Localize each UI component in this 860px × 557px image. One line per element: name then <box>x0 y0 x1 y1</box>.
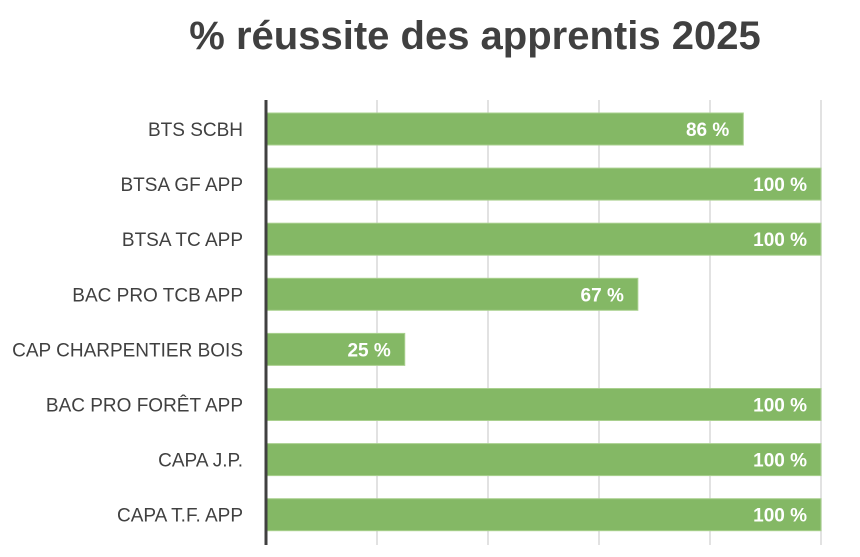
data-label: 100 % <box>753 451 807 472</box>
data-label: 86 % <box>686 120 729 141</box>
data-label: 100 % <box>753 230 807 251</box>
data-label: 67 % <box>581 285 624 306</box>
category-label: BTS SCBH <box>148 120 243 141</box>
bar <box>265 167 822 201</box>
category-label: BTSA TC APP <box>122 230 243 251</box>
category-label: CAP CHARPENTIER BOIS <box>12 340 243 361</box>
bar <box>265 443 822 477</box>
bar <box>265 332 406 366</box>
data-label: 100 % <box>753 506 807 527</box>
data-label: 100 % <box>753 175 807 196</box>
category-label: CAPA T.F. APP <box>117 506 243 527</box>
bar <box>265 222 822 256</box>
category-label: BTSA GF APP <box>121 175 244 196</box>
category-label: BAC PRO FORÊT APP <box>46 395 243 417</box>
bar <box>265 388 822 421</box>
category-label: CAPA J.P. <box>158 451 243 472</box>
chart-title: % réussite des apprentis 2025 <box>189 14 761 58</box>
data-label: 100 % <box>753 396 807 417</box>
bar <box>265 112 744 146</box>
bar <box>265 498 822 532</box>
data-label: 25 % <box>347 340 390 361</box>
category-label: BAC PRO TCB APP <box>72 285 243 306</box>
